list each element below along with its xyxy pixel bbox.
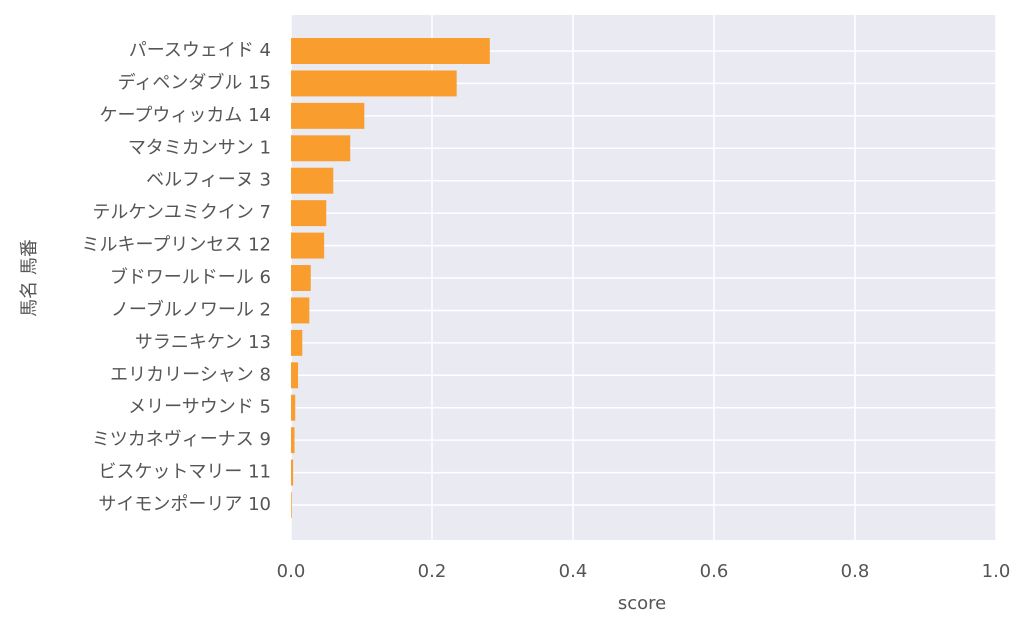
x-tick-label: 0.8	[841, 561, 870, 582]
y-tick-label: ミツカネヴィーナス 9	[92, 429, 271, 450]
x-tick-label: 0.0	[277, 561, 306, 582]
y-tick-label: ノーブルノワール 2	[111, 298, 271, 320]
bar	[291, 362, 299, 389]
bar	[291, 70, 457, 97]
bar	[291, 459, 294, 486]
y-tick-label: ディペンダブル 15	[118, 71, 271, 93]
y-tick-label: マタミカンサン 1	[128, 137, 271, 158]
bar	[291, 200, 327, 227]
bar	[291, 102, 365, 129]
y-axis-label: 馬名 馬番	[19, 239, 40, 317]
bar	[291, 232, 325, 259]
bar	[291, 167, 334, 194]
bar	[291, 135, 351, 162]
x-tick-label: 0.4	[559, 561, 588, 582]
y-tick-label: エリカリーシャン 8	[110, 364, 271, 385]
y-tick-label: ミルキープリンセス 12	[81, 235, 271, 256]
bar	[291, 265, 311, 291]
y-tick-label: ブドワールドール 6	[110, 266, 271, 288]
x-tick-label: 0.6	[700, 561, 729, 582]
bar	[291, 492, 292, 518]
y-tick-label: ビスケットマリー 11	[98, 462, 271, 483]
y-tick-label: ベルフィーヌ 3	[146, 170, 271, 191]
x-axis-label: score	[618, 593, 666, 614]
x-tick-label: 0.2	[418, 561, 447, 582]
y-tick-label: メリーサウンド 5	[128, 397, 271, 418]
y-tick-label: サイモンポーリア 10	[98, 494, 271, 515]
bar	[291, 394, 296, 421]
y-tick-label: ケープウィッカム 14	[99, 105, 271, 126]
bar	[291, 329, 303, 356]
bar	[291, 38, 490, 64]
y-tick-label: サラニキケン 13	[135, 332, 271, 353]
bar	[291, 297, 310, 324]
bar	[291, 427, 295, 454]
y-tick-label: テルケンユミクイン 7	[92, 202, 271, 223]
x-tick-label: 1.0	[982, 561, 1011, 582]
y-tick-label: パースウェイド 4	[129, 40, 271, 61]
